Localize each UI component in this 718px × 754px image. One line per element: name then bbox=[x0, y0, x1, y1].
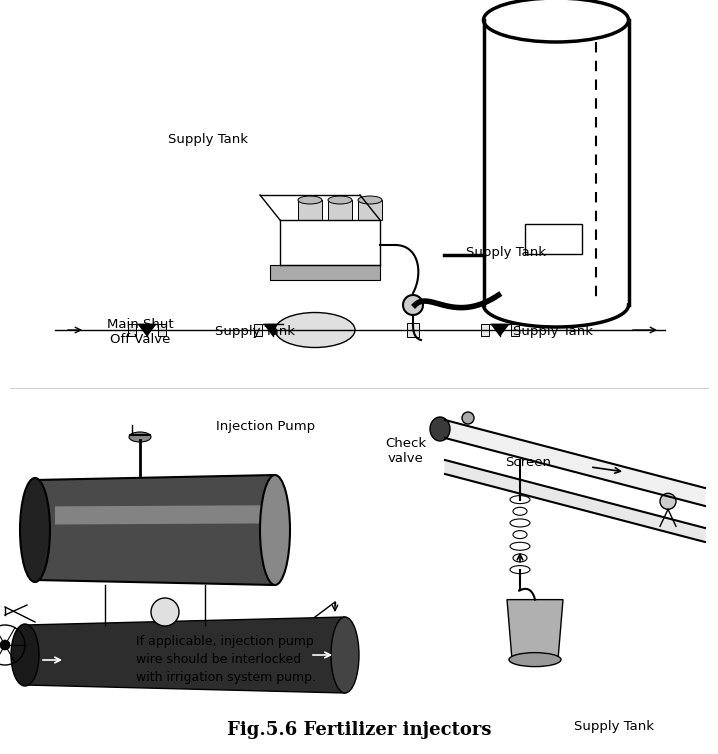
Circle shape bbox=[660, 493, 676, 509]
Polygon shape bbox=[445, 420, 705, 506]
Polygon shape bbox=[265, 324, 281, 336]
Text: Supply Tank: Supply Tank bbox=[574, 719, 654, 733]
Text: Screen: Screen bbox=[505, 455, 551, 469]
Ellipse shape bbox=[129, 432, 151, 442]
Text: Check
valve: Check valve bbox=[385, 437, 426, 465]
Ellipse shape bbox=[509, 653, 561, 667]
Polygon shape bbox=[492, 324, 508, 336]
Text: Supply Tank: Supply Tank bbox=[466, 246, 546, 259]
Circle shape bbox=[403, 295, 423, 315]
Ellipse shape bbox=[260, 475, 290, 585]
Ellipse shape bbox=[298, 196, 322, 204]
Circle shape bbox=[462, 412, 474, 424]
Bar bbox=[511, 324, 519, 336]
Text: If applicable, injection pump
wire should be interlocked
with irrigation system : If applicable, injection pump wire shoul… bbox=[136, 636, 317, 684]
Text: Supply Tank: Supply Tank bbox=[215, 325, 295, 339]
Bar bbox=[298, 200, 322, 220]
Circle shape bbox=[0, 640, 10, 650]
Text: Supply Tank: Supply Tank bbox=[513, 325, 593, 339]
Polygon shape bbox=[55, 505, 270, 525]
Ellipse shape bbox=[11, 624, 39, 686]
Bar bbox=[481, 324, 489, 336]
Ellipse shape bbox=[275, 312, 355, 348]
Text: Fig.5.6 Fertilizer injectors: Fig.5.6 Fertilizer injectors bbox=[227, 721, 491, 739]
Bar bbox=[358, 200, 382, 220]
Polygon shape bbox=[139, 324, 155, 336]
Ellipse shape bbox=[331, 617, 359, 693]
Ellipse shape bbox=[20, 478, 50, 582]
Text: Injection Pump: Injection Pump bbox=[216, 419, 315, 433]
Ellipse shape bbox=[358, 196, 382, 204]
Bar bbox=[254, 324, 262, 336]
Text: Main Shut
Off Valve: Main Shut Off Valve bbox=[107, 317, 173, 346]
Bar bbox=[328, 200, 352, 220]
Bar bbox=[284, 324, 292, 336]
Bar bbox=[270, 265, 380, 280]
Bar bbox=[407, 323, 419, 337]
Ellipse shape bbox=[430, 417, 450, 441]
Polygon shape bbox=[35, 475, 275, 585]
Polygon shape bbox=[445, 460, 705, 542]
Polygon shape bbox=[507, 599, 563, 660]
Ellipse shape bbox=[328, 196, 352, 204]
Polygon shape bbox=[25, 617, 345, 693]
Circle shape bbox=[151, 598, 179, 626]
Text: Supply Tank: Supply Tank bbox=[168, 133, 248, 146]
Bar bbox=[158, 324, 166, 336]
Bar bbox=[128, 324, 136, 336]
